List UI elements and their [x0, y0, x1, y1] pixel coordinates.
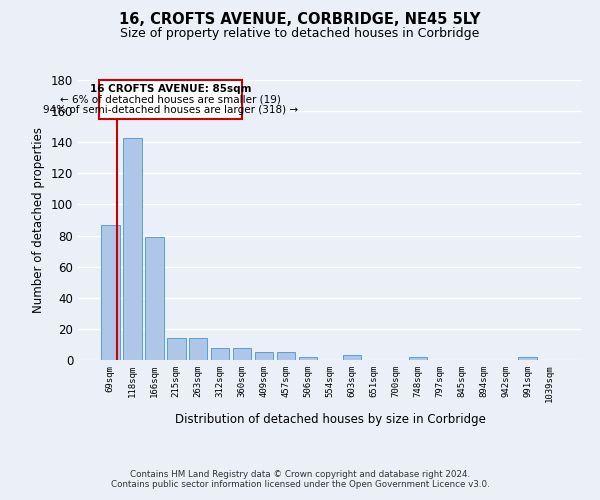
Bar [518, 357, 537, 360]
Bar [101, 224, 119, 360]
Bar [343, 356, 361, 360]
Bar [189, 338, 208, 360]
Text: Distribution of detached houses by size in Corbridge: Distribution of detached houses by size … [175, 412, 485, 426]
Bar [299, 357, 317, 360]
Text: Size of property relative to detached houses in Corbridge: Size of property relative to detached ho… [121, 28, 479, 40]
Text: 16 CROFTS AVENUE: 85sqm: 16 CROFTS AVENUE: 85sqm [90, 84, 251, 94]
Y-axis label: Number of detached properties: Number of detached properties [32, 127, 45, 313]
Bar [145, 237, 164, 360]
Bar [277, 352, 295, 360]
Text: 16, CROFTS AVENUE, CORBRIDGE, NE45 5LY: 16, CROFTS AVENUE, CORBRIDGE, NE45 5LY [119, 12, 481, 28]
Bar [409, 357, 427, 360]
Text: Contains HM Land Registry data © Crown copyright and database right 2024.
Contai: Contains HM Land Registry data © Crown c… [110, 470, 490, 490]
FancyBboxPatch shape [99, 80, 242, 119]
Bar [211, 348, 229, 360]
Text: ← 6% of detached houses are smaller (19): ← 6% of detached houses are smaller (19) [60, 94, 281, 104]
Text: 94% of semi-detached houses are larger (318) →: 94% of semi-detached houses are larger (… [43, 106, 298, 116]
Bar [233, 348, 251, 360]
Bar [167, 338, 185, 360]
Bar [255, 352, 274, 360]
Bar [123, 138, 142, 360]
